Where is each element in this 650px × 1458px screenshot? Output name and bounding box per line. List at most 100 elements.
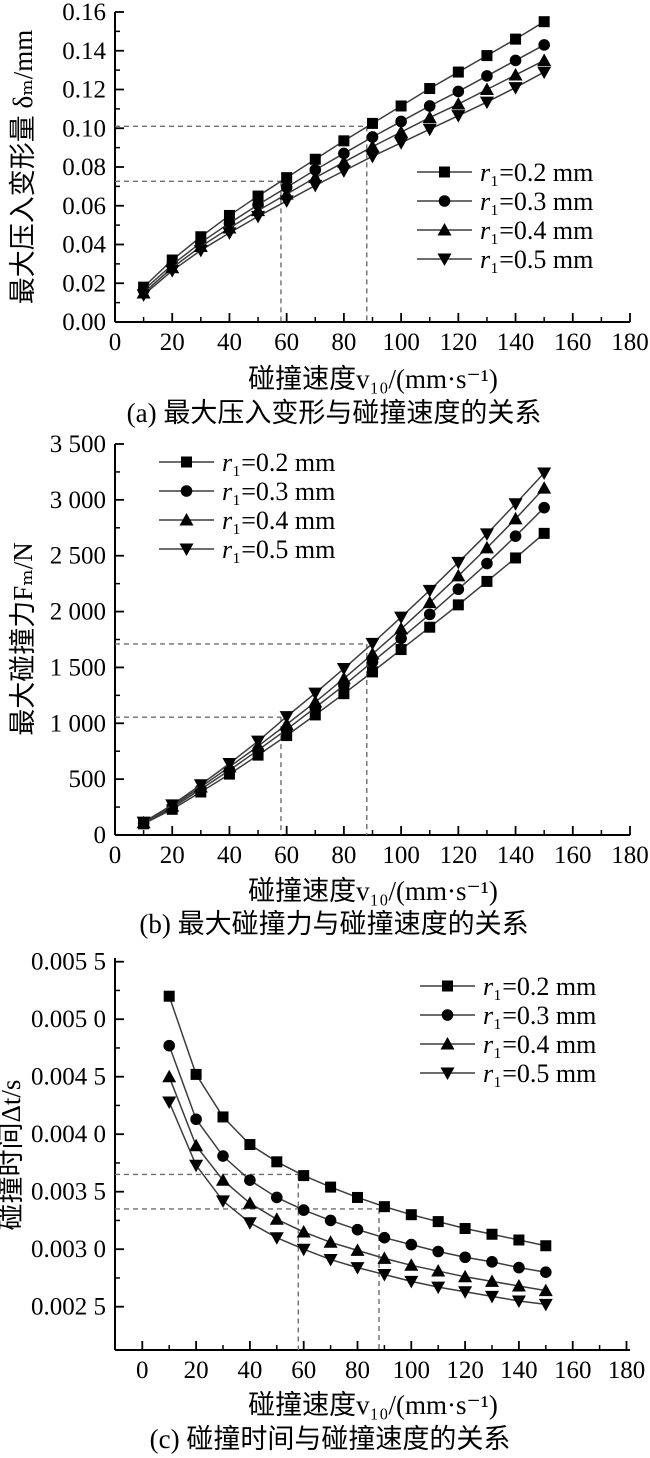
series-marker-square: [442, 980, 453, 992]
y-tick-label: 0.003 5: [31, 1179, 106, 1206]
x-tick-label: 80: [331, 329, 356, 356]
y-tick-label: 3 500: [50, 431, 106, 458]
series-marker-triangle-down: [165, 265, 180, 278]
y-tick-label: 1 000: [50, 710, 106, 737]
series-marker-square: [432, 1216, 444, 1228]
series-marker-square: [271, 1156, 283, 1168]
series-marker-triangle-up: [440, 1037, 455, 1050]
series-line: [143, 487, 545, 824]
x-axis-title-c: 碰撞速度v₁₀/(mm·s⁻¹): [248, 1390, 498, 1420]
legend-label: r₁=0.5 mm: [222, 535, 335, 564]
series-marker-triangle-up: [242, 1196, 257, 1209]
series-marker-triangle-down: [165, 799, 180, 812]
y-axis-title-c: 碰撞时间Δt/s: [0, 1080, 26, 1231]
series-marker-triangle-down: [251, 735, 266, 749]
legend-label: r₁=0.2 mm: [222, 448, 335, 477]
legend-item: r₁=0.4 mm: [420, 1030, 596, 1059]
series-marker-triangle-down: [537, 66, 552, 80]
series-marker-triangle-down: [479, 96, 494, 110]
x-tick-label: 120: [446, 1357, 484, 1384]
series-marker-square: [281, 172, 293, 184]
series-marker-circle: [190, 1113, 202, 1126]
series-marker-circle: [395, 632, 407, 645]
series-marker-square: [309, 709, 321, 721]
series-marker-triangle-down: [431, 1281, 446, 1295]
x-tick-label: 100: [393, 1357, 431, 1384]
legend-label: r₁=0.4 mm: [222, 506, 335, 535]
series-marker-triangle-down: [242, 1217, 257, 1230]
series-marker-square: [513, 1234, 525, 1246]
series-marker-square: [510, 33, 522, 45]
series-marker-square: [298, 1170, 310, 1182]
x-tick-label: 40: [217, 329, 242, 356]
series-marker-square: [424, 621, 436, 633]
series-marker-square: [405, 1209, 417, 1221]
series-marker-triangle-down: [451, 110, 466, 123]
series-marker-triangle-down: [365, 150, 380, 164]
series-marker-circle: [423, 608, 436, 621]
series-marker-triangle-up: [511, 1279, 526, 1292]
series-marker-square: [424, 83, 436, 95]
series-marker-square: [366, 666, 378, 678]
plot-area-c: 0 20 40 60 80 100 120 140 160 180 0.002 5 0.003 0 0.…: [31, 949, 645, 1384]
legend-item: r₁=0.5 mm: [417, 245, 593, 274]
series-marker-triangle-down: [136, 289, 151, 302]
series-marker-triangle-up: [479, 540, 494, 554]
series-marker-square: [223, 209, 235, 221]
x-tick-label: 80: [331, 842, 356, 869]
series-marker-triangle-up: [422, 595, 437, 609]
series-marker-square: [538, 16, 550, 28]
series-marker-circle: [441, 1009, 454, 1021]
x-tick-label: 0: [109, 329, 122, 356]
series-marker-square: [338, 135, 350, 147]
series-marker-triangle-down: [440, 1067, 455, 1080]
series-marker-triangle-down: [422, 123, 437, 137]
series-marker-triangle-down: [394, 137, 409, 150]
y-tick-label: 0.002 5: [31, 1294, 106, 1321]
series-marker-square: [459, 1223, 471, 1234]
series-marker-square: [352, 1191, 363, 1203]
chart-caption-c: (c) 碰撞时间与碰撞速度的关系: [150, 1424, 511, 1454]
series-marker-triangle-down: [251, 210, 266, 224]
series-marker-triangle-up: [336, 155, 351, 168]
x-tick-label: 180: [611, 842, 649, 869]
series-marker-circle: [395, 115, 407, 128]
series-marker-triangle-up: [537, 53, 552, 66]
series-marker-circle: [244, 1174, 256, 1186]
series-marker-triangle-up: [394, 621, 409, 635]
series-marker-triangle-up: [162, 1069, 177, 1083]
x-tick-label: 60: [291, 1357, 316, 1384]
series-marker-triangle-down: [537, 467, 552, 481]
series-marker-square: [217, 1111, 229, 1123]
series-marker-triangle-down: [269, 1232, 284, 1245]
series-marker-circle: [366, 131, 379, 143]
y-tick-label: 0.00: [62, 309, 106, 336]
x-tick-label: 100: [382, 842, 420, 869]
legend-item: r₁=0.4 mm: [417, 216, 593, 245]
series-marker-triangle-down: [336, 165, 351, 178]
y-tick-label: 0.14: [62, 38, 106, 65]
series-marker-triangle-down: [479, 528, 494, 541]
series-marker-square: [540, 1240, 552, 1252]
series-marker-square: [338, 688, 350, 700]
series-marker-square: [252, 190, 264, 202]
y-tick-label: 0: [94, 822, 107, 849]
series-marker-square: [395, 644, 407, 656]
legend-label: r₁=0.2 mm: [483, 972, 596, 1001]
y-tick-label: 0.004 5: [31, 1064, 106, 1091]
series-marker-triangle-down: [296, 1243, 311, 1257]
legend-item: r₁=0.3 mm: [417, 187, 593, 216]
y-tick-label: 0.08: [62, 154, 106, 181]
y-axis-title-a: 最大压入变形量 δₘ/mm: [8, 30, 38, 305]
x-tick-label: 40: [217, 842, 242, 869]
series-line: [143, 472, 545, 823]
y-tick-label: 0.004 0: [31, 1121, 106, 1148]
series-marker-triangle-up: [479, 82, 494, 95]
series-marker-circle: [540, 1266, 552, 1278]
y-tick-label: 0.06: [62, 193, 106, 220]
series-marker-square: [486, 1228, 498, 1240]
series-marker-triangle-down: [323, 1254, 338, 1267]
series-marker-triangle-down: [279, 711, 294, 724]
series-marker-triangle-up: [458, 1269, 473, 1283]
series-marker-triangle-up: [269, 1212, 284, 1225]
